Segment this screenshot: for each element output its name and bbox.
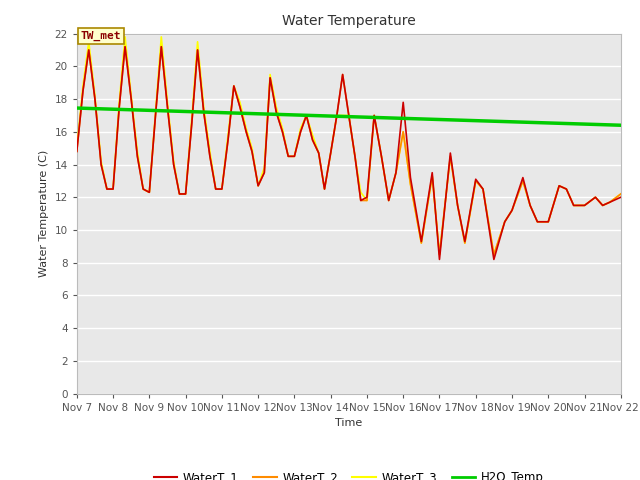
- WaterT_1: [121, 44, 129, 49]
- WaterT_2: [157, 44, 165, 49]
- WaterT_2: [428, 173, 436, 179]
- WaterT_3: [617, 191, 625, 197]
- WaterT_3: [436, 252, 444, 257]
- WaterT_3: [428, 173, 436, 179]
- WaterT_3: [315, 150, 323, 156]
- WaterT_1: [617, 194, 625, 200]
- WaterT_3: [230, 83, 237, 89]
- WaterT_2: [315, 150, 323, 156]
- WaterT_1: [278, 129, 286, 135]
- WaterT_3: [278, 126, 286, 132]
- WaterT_1: [230, 83, 237, 89]
- WaterT_2: [278, 129, 286, 135]
- WaterT_2: [103, 186, 111, 192]
- WaterT_3: [73, 145, 81, 151]
- WaterT_2: [617, 191, 625, 197]
- WaterT_3: [103, 186, 111, 192]
- WaterT_1: [73, 148, 81, 154]
- WaterT_1: [428, 170, 436, 176]
- Legend: WaterT_1, WaterT_2, WaterT_3, H2O_Temp: WaterT_1, WaterT_2, WaterT_3, H2O_Temp: [148, 466, 549, 480]
- WaterT_2: [73, 148, 81, 154]
- Line: WaterT_3: WaterT_3: [77, 37, 621, 254]
- Line: WaterT_2: WaterT_2: [77, 47, 621, 254]
- WaterT_1: [436, 256, 444, 262]
- Title: Water Temperature: Water Temperature: [282, 14, 415, 28]
- Text: TW_met: TW_met: [81, 31, 121, 41]
- WaterT_1: [157, 44, 165, 49]
- X-axis label: Time: Time: [335, 418, 362, 428]
- WaterT_2: [436, 252, 444, 257]
- WaterT_3: [157, 34, 165, 40]
- WaterT_1: [315, 150, 323, 156]
- WaterT_2: [230, 83, 237, 89]
- Y-axis label: Water Temperature (C): Water Temperature (C): [39, 150, 49, 277]
- WaterT_2: [121, 44, 129, 49]
- Line: WaterT_1: WaterT_1: [77, 47, 621, 259]
- WaterT_1: [103, 186, 111, 192]
- WaterT_3: [121, 34, 129, 40]
